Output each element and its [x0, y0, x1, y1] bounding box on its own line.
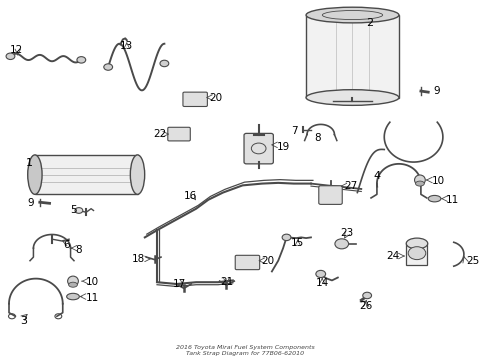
Text: 5: 5 — [70, 206, 76, 216]
Text: 15: 15 — [291, 238, 304, 248]
Text: 18: 18 — [132, 254, 145, 264]
Text: 7: 7 — [291, 126, 298, 135]
Circle shape — [316, 270, 326, 278]
Circle shape — [160, 60, 169, 67]
Polygon shape — [35, 155, 138, 194]
FancyBboxPatch shape — [183, 92, 207, 107]
Text: 19: 19 — [277, 141, 291, 152]
Text: 10: 10 — [86, 277, 99, 287]
Circle shape — [77, 57, 86, 63]
FancyBboxPatch shape — [319, 186, 342, 204]
Text: 26: 26 — [360, 301, 373, 311]
Ellipse shape — [415, 175, 425, 185]
FancyBboxPatch shape — [244, 134, 273, 164]
Text: 24: 24 — [386, 251, 399, 261]
Text: 13: 13 — [120, 41, 133, 50]
Text: 14: 14 — [316, 278, 329, 288]
Text: 3: 3 — [21, 316, 27, 325]
Polygon shape — [406, 243, 427, 265]
Circle shape — [363, 292, 371, 299]
Ellipse shape — [69, 282, 77, 287]
Text: 21: 21 — [220, 277, 233, 287]
FancyBboxPatch shape — [168, 127, 190, 141]
Text: 8: 8 — [314, 134, 320, 143]
Text: 12: 12 — [10, 45, 23, 55]
Text: 4: 4 — [373, 171, 381, 181]
Circle shape — [75, 208, 83, 213]
FancyBboxPatch shape — [235, 255, 260, 270]
Text: 9: 9 — [27, 198, 34, 208]
Text: 9: 9 — [433, 86, 440, 96]
Ellipse shape — [428, 195, 441, 202]
Ellipse shape — [406, 238, 428, 249]
Circle shape — [335, 239, 348, 249]
Text: 8: 8 — [75, 245, 82, 255]
Circle shape — [408, 247, 426, 260]
Text: 6: 6 — [63, 239, 70, 249]
Ellipse shape — [306, 7, 399, 23]
Ellipse shape — [28, 155, 42, 194]
Text: 20: 20 — [261, 256, 274, 266]
Polygon shape — [306, 15, 399, 98]
Circle shape — [104, 64, 113, 70]
Text: 22: 22 — [153, 129, 166, 139]
Ellipse shape — [68, 276, 78, 286]
Text: 11: 11 — [86, 293, 99, 303]
Ellipse shape — [416, 181, 424, 186]
Text: 27: 27 — [344, 181, 357, 191]
Text: 10: 10 — [432, 176, 445, 186]
Text: 11: 11 — [446, 195, 460, 205]
Text: 17: 17 — [172, 279, 186, 289]
Ellipse shape — [130, 155, 145, 194]
Circle shape — [282, 234, 291, 240]
Text: 20: 20 — [209, 93, 222, 103]
Ellipse shape — [306, 90, 399, 105]
Ellipse shape — [67, 293, 79, 300]
Text: 23: 23 — [340, 228, 353, 238]
Text: 16: 16 — [184, 191, 197, 201]
Circle shape — [6, 53, 15, 59]
Text: 2016 Toyota Mirai Fuel System Components
Tank Strap Diagram for 77B06-62010: 2016 Toyota Mirai Fuel System Components… — [175, 345, 315, 356]
Text: 1: 1 — [25, 158, 32, 168]
Text: 25: 25 — [466, 256, 480, 266]
Text: 2: 2 — [366, 18, 373, 28]
